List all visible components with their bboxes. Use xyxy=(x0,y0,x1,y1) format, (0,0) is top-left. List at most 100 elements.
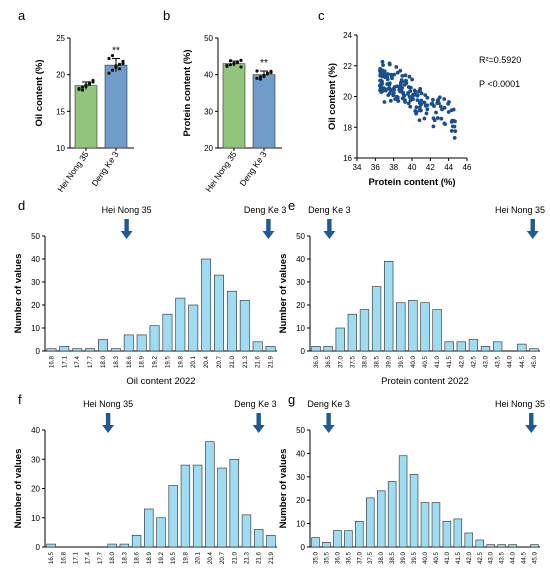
data-point xyxy=(121,62,125,66)
data-point xyxy=(262,74,266,78)
x-tick-label: 37.0 xyxy=(356,551,363,564)
scatter-point xyxy=(395,95,400,100)
histogram-bar xyxy=(517,343,527,352)
down-arrow-icon xyxy=(252,425,265,433)
histogram-bar xyxy=(453,518,463,548)
histogram-bar xyxy=(384,260,394,352)
panel-letter-g: g xyxy=(288,392,295,407)
marker-label: Hei Nong 35 xyxy=(83,399,133,409)
data-point xyxy=(80,88,85,92)
histogram-bar xyxy=(149,325,160,352)
histogram-bar xyxy=(396,302,406,352)
x-tick-label: 42.5 xyxy=(477,551,484,564)
scatter-point xyxy=(379,81,384,86)
x-tick-label: 17.1 xyxy=(73,551,80,564)
histogram-bar xyxy=(201,258,212,352)
y-tick-label: 0 xyxy=(36,347,41,356)
histogram-bar xyxy=(420,302,430,352)
histogram-bar xyxy=(266,534,276,548)
scatter-point xyxy=(442,121,447,126)
histogram-bar xyxy=(107,543,117,548)
data-point xyxy=(265,71,270,75)
scatter-point xyxy=(415,93,420,98)
scatter-point xyxy=(446,101,451,106)
histogram-bar xyxy=(119,543,130,548)
x-tick-label: Hei Nong 35 xyxy=(203,149,238,194)
x-tick-label: 38.0 xyxy=(361,355,368,368)
scatter-point xyxy=(452,136,457,140)
x-tick-label: 21.0 xyxy=(229,355,236,368)
histogram-bar xyxy=(241,514,252,548)
scatter-point xyxy=(452,124,457,129)
marker-label: Hei Nong 35 xyxy=(495,205,545,215)
scatter-point xyxy=(386,93,391,98)
histogram-bar xyxy=(376,490,386,548)
x-tick-label: 20.4 xyxy=(207,551,214,564)
y-tick-label: 40 xyxy=(296,449,305,458)
data-point xyxy=(258,75,263,79)
x-tick-label: 41.0 xyxy=(434,355,441,368)
y-tick-label: 20 xyxy=(31,485,40,494)
histogram-bar xyxy=(492,341,503,352)
x-tick-label: Deng Ke 3 xyxy=(237,149,268,188)
y-tick-label: 30 xyxy=(204,107,213,116)
panel-letter-c: c xyxy=(318,8,325,23)
data-point xyxy=(255,69,259,73)
histogram-bar xyxy=(442,520,452,548)
scatter-point xyxy=(423,93,428,98)
scatter-point xyxy=(395,70,400,75)
scatter-point xyxy=(379,86,383,91)
marker-arrow-shaft xyxy=(530,219,535,232)
bar-deng-ke-3 xyxy=(252,74,276,149)
data-point xyxy=(121,59,125,64)
histogram-bar xyxy=(408,300,418,352)
scatter-point xyxy=(410,77,415,82)
x-tick-label: 37.5 xyxy=(367,551,374,564)
scatter-point xyxy=(440,107,444,112)
y-tick-label: 24 xyxy=(343,31,352,40)
histogram-bar xyxy=(123,334,134,352)
scatter-point xyxy=(381,63,385,68)
x-tick-label: 40.5 xyxy=(433,551,440,564)
scatter-point xyxy=(385,72,390,76)
marker-label: Deng Ke 3 xyxy=(308,205,351,215)
x-tick-label: 39.0 xyxy=(400,551,407,564)
x-tick-label: 17.7 xyxy=(87,355,94,368)
scatter-point xyxy=(402,82,407,87)
scatter-point xyxy=(449,108,454,113)
scatter-point xyxy=(390,76,394,81)
x-tick-label: 36 xyxy=(371,163,380,172)
scatter-point xyxy=(429,102,434,106)
x-tick-label: Deng Ke 3 xyxy=(89,149,120,188)
histogram-bar xyxy=(486,544,495,548)
scatter-point xyxy=(432,104,436,108)
marker-arrow-shaft xyxy=(326,413,331,426)
x-tick-label: 40.0 xyxy=(422,551,429,564)
scatter-point xyxy=(449,129,454,133)
scatter-point xyxy=(446,110,451,114)
marker-arrow-shaft xyxy=(529,413,534,426)
histogram-bar xyxy=(409,474,419,548)
x-tick-label: 21.0 xyxy=(231,551,238,564)
histogram-bar xyxy=(205,441,215,548)
bar-hei-nong-35 xyxy=(222,63,246,149)
histogram-bar xyxy=(311,537,320,548)
y-tick-label: 10 xyxy=(31,324,40,333)
scatter-point xyxy=(382,69,387,74)
scatter-point xyxy=(425,103,430,108)
y-tick-label: 20 xyxy=(343,93,352,102)
data-point xyxy=(77,87,81,91)
histogram-bar xyxy=(72,348,83,352)
histogram-bar xyxy=(529,348,539,352)
scatter-point xyxy=(431,116,436,121)
x-tick-label: 21.9 xyxy=(268,551,275,564)
scatter-point xyxy=(418,108,423,113)
down-arrow-icon xyxy=(262,231,275,239)
y-tick-label: 25 xyxy=(56,34,65,43)
x-tick-label: 16.5 xyxy=(48,551,55,564)
y-axis-title: Protein content (%) xyxy=(182,49,193,136)
scatter-point xyxy=(425,107,430,112)
scatter-point xyxy=(403,100,408,104)
x-tick-label: 20.1 xyxy=(195,551,202,564)
